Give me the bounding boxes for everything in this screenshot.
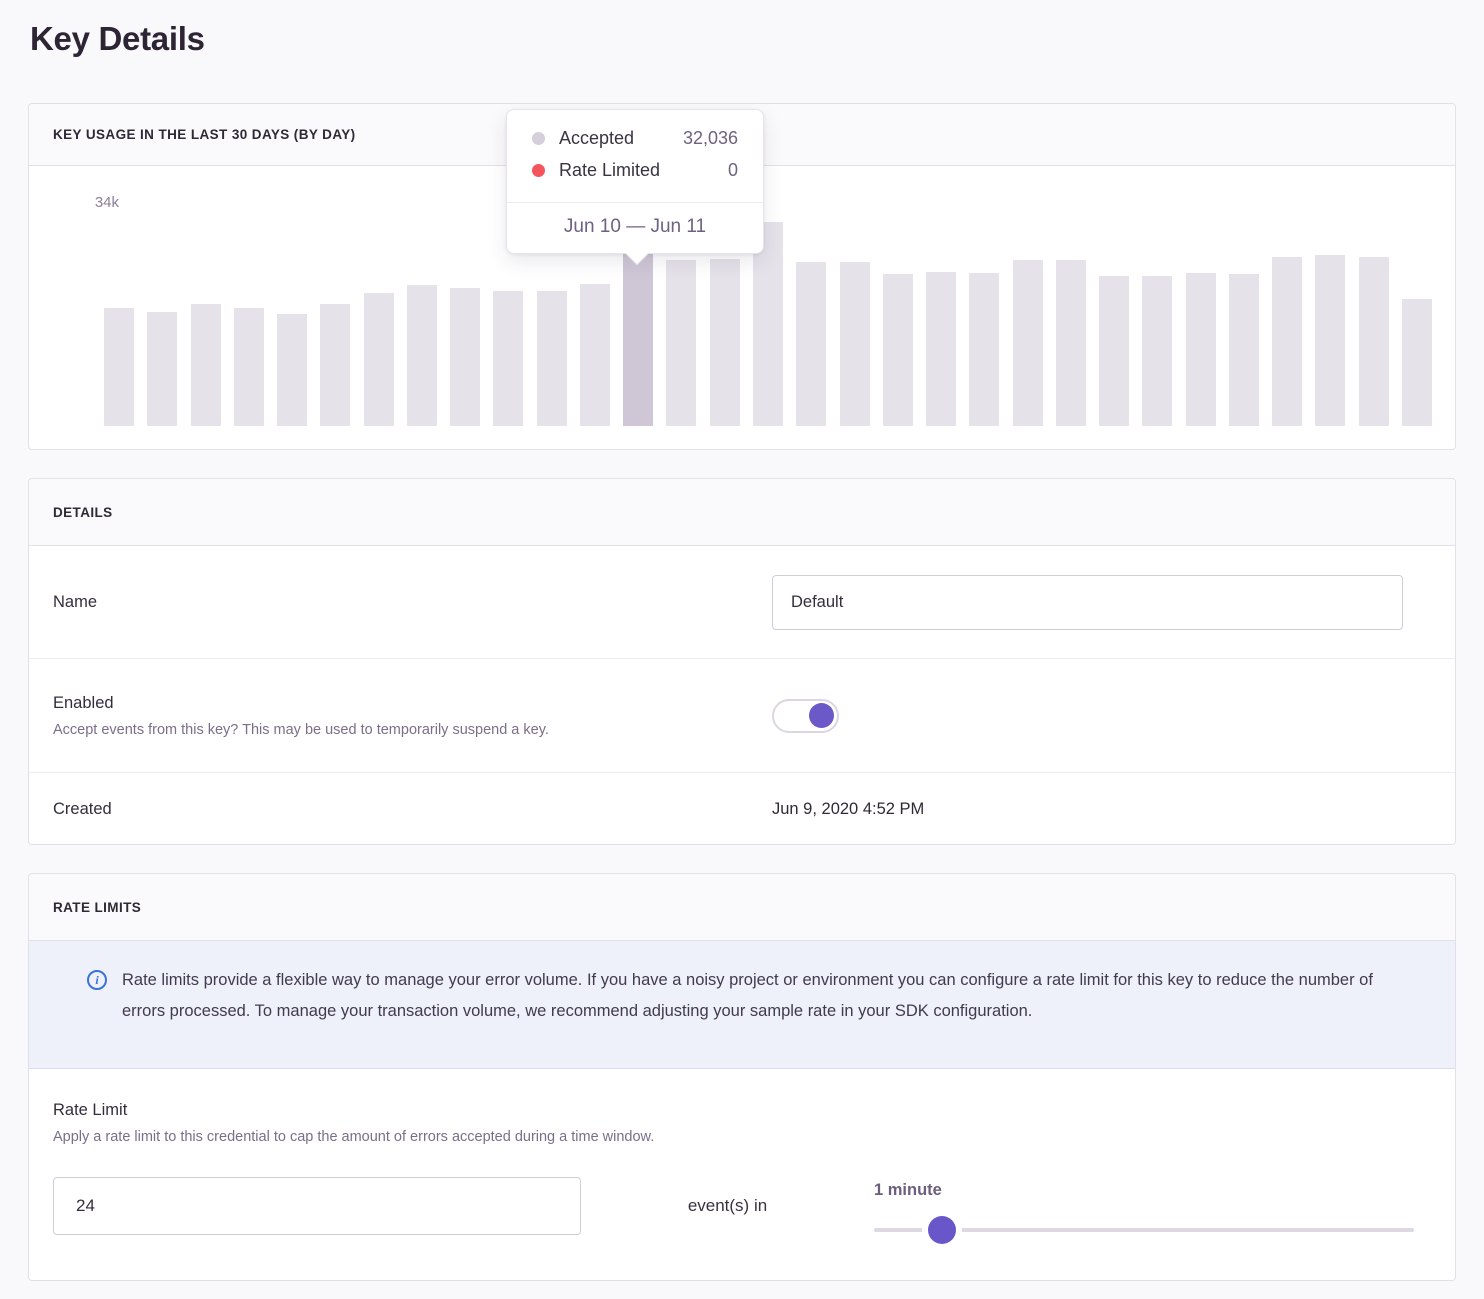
- rate-limits-alert-text: Rate limits provide a flexible way to ma…: [122, 971, 1373, 1020]
- tooltip-divider: [507, 202, 763, 203]
- enabled-toggle-knob: [809, 702, 834, 728]
- details-panel: DETAILS Name Enabled Accept events from …: [28, 478, 1456, 845]
- chart-bar[interactable]: [1012, 260, 1043, 426]
- chart-bar[interactable]: [709, 259, 740, 426]
- chart-bar[interactable]: [190, 304, 221, 426]
- chart-bar[interactable]: [1272, 257, 1303, 426]
- chart-bar[interactable]: [104, 308, 134, 426]
- enabled-toggle[interactable]: [772, 698, 839, 733]
- rate-limit-window-slider[interactable]: [874, 1215, 1414, 1244]
- created-label: Created: [53, 800, 112, 818]
- chart-bar[interactable]: [882, 274, 913, 426]
- rate-limits-info-alert: i Rate limits provide a flexible way to …: [29, 941, 1455, 1069]
- details-panel-header: DETAILS: [29, 479, 1455, 546]
- rate-limit-connector-text: event(s) in: [687, 1196, 768, 1215]
- chart-bar[interactable]: [1099, 276, 1130, 426]
- chart-tooltip: Accepted 32,036 Rate Limited 0 Jun 10 — …: [506, 109, 764, 265]
- tooltip-rate-limited-value: 0: [727, 159, 738, 180]
- info-icon: i: [87, 970, 107, 990]
- chart-bar[interactable]: [147, 312, 178, 426]
- chart-bar[interactable]: [233, 308, 264, 426]
- chart-bar[interactable]: [579, 284, 610, 426]
- tooltip-row-accepted: Accepted 32,036: [532, 126, 738, 150]
- rate-limits-panel-header: RATE LIMITS: [29, 874, 1455, 941]
- chart-bar[interactable]: [1358, 257, 1389, 426]
- chart-bar[interactable]: [1185, 273, 1216, 426]
- chart-bar[interactable]: [752, 222, 783, 426]
- accepted-series-dot-icon: [532, 131, 545, 145]
- rate-limits-panel: RATE LIMITS i Rate limits provide a flex…: [28, 873, 1456, 1281]
- rate-limits-panel-title: RATE LIMITS: [53, 899, 142, 915]
- chart-plot: [104, 204, 1432, 426]
- chart-bar[interactable]: [1055, 260, 1086, 426]
- tooltip-accepted-value: 32,036: [682, 127, 738, 148]
- chart-bar[interactable]: [969, 273, 1000, 426]
- tooltip-row-rate-limited: Rate Limited 0: [532, 158, 738, 182]
- chart-bar[interactable]: [277, 314, 308, 426]
- tooltip-series-rows: Accepted 32,036 Rate Limited 0: [507, 110, 763, 202]
- rate-limit-help-text: Apply a rate limit to this credential to…: [53, 1129, 655, 1145]
- chart-bar[interactable]: [1401, 299, 1432, 426]
- rate-limited-series-dot-icon: [532, 163, 545, 177]
- created-value: Jun 9, 2020 4:52 PM: [772, 800, 925, 818]
- chart-bar[interactable]: [450, 288, 481, 426]
- key-usage-panel: KEY USAGE IN THE LAST 30 DAYS (BY DAY) 3…: [28, 103, 1456, 450]
- chart-bar[interactable]: [406, 285, 437, 426]
- enabled-help-text: Accept events from this key? This may be…: [53, 721, 549, 738]
- rate-limit-slider-thumb[interactable]: [928, 1215, 957, 1244]
- tooltip-rate-limited-label: Rate Limited: [559, 159, 661, 180]
- details-panel-title: DETAILS: [53, 504, 113, 520]
- chart-bar[interactable]: [926, 272, 957, 426]
- rate-limit-count-input[interactable]: [53, 1177, 581, 1235]
- name-field-row: Name: [29, 546, 1455, 659]
- chart-bar[interactable]: [363, 293, 394, 426]
- chart-bar[interactable]: [536, 291, 567, 426]
- enabled-field-row: Enabled Accept events from this key? Thi…: [29, 659, 1455, 773]
- rate-limit-window-label: 1 minute: [874, 1180, 942, 1199]
- chart-bar[interactable]: [666, 260, 697, 426]
- created-field-row: Created Jun 9, 2020 4:52 PM: [29, 773, 1455, 846]
- y-axis-max-label: 34k: [94, 194, 119, 211]
- chart-bar[interactable]: [320, 304, 351, 426]
- rate-limit-window-control: 1 minute: [874, 1180, 1414, 1244]
- chart-bar[interactable]: [493, 291, 524, 426]
- chart-bar[interactable]: [1315, 255, 1346, 426]
- chart-bar[interactable]: [796, 262, 827, 426]
- chart-bar[interactable]: [1142, 276, 1173, 426]
- usage-chart: 34k 0: [29, 166, 1455, 449]
- name-label: Name: [53, 592, 98, 611]
- key-usage-panel-title: KEY USAGE IN THE LAST 30 DAYS (BY DAY): [53, 127, 356, 142]
- rate-limit-field: Rate Limit Apply a rate limit to this cr…: [29, 1069, 1455, 1244]
- chart-bar[interactable]: [839, 262, 870, 426]
- enabled-label: Enabled: [53, 693, 114, 712]
- chart-bar[interactable]: [1228, 274, 1259, 426]
- tooltip-accepted-label: Accepted: [559, 127, 635, 148]
- tooltip-date-range: Jun 10 — Jun 11: [563, 216, 707, 237]
- rate-limit-label: Rate Limit: [53, 1101, 128, 1119]
- name-input[interactable]: [772, 574, 1403, 630]
- page-title: Key Details: [30, 20, 205, 57]
